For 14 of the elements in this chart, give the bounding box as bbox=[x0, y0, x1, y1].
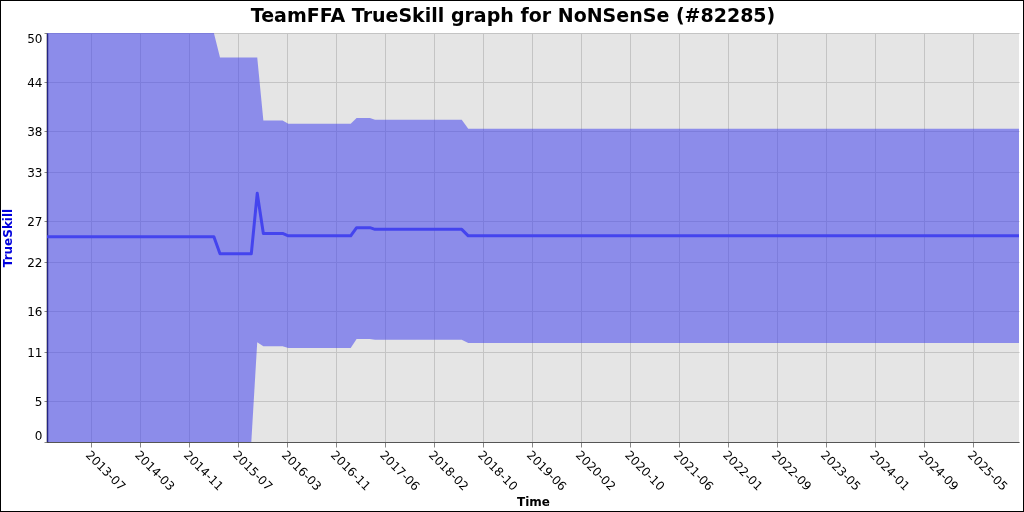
y-tick-label: 33 bbox=[27, 165, 43, 180]
chart-title: TeamFFA TrueSkill graph for NoNSenSe (#82285) bbox=[250, 4, 776, 26]
y-tick-label: 5 bbox=[34, 394, 43, 409]
y-tick-label: 11 bbox=[27, 345, 43, 360]
y-tick-label: 16 bbox=[27, 304, 43, 319]
y-tick-label: 22 bbox=[27, 255, 43, 270]
line-series bbox=[47, 191, 1019, 256]
y-axis-title: TrueSkill bbox=[1, 208, 16, 268]
x-axis-title: Time bbox=[517, 494, 550, 509]
y-tick-label: 0 bbox=[34, 428, 43, 443]
y-tick-label: 27 bbox=[27, 214, 43, 229]
y-tick-label: 38 bbox=[27, 124, 43, 139]
y-tick-label: 50 bbox=[27, 31, 43, 46]
y-tick-label: 44 bbox=[27, 75, 43, 90]
